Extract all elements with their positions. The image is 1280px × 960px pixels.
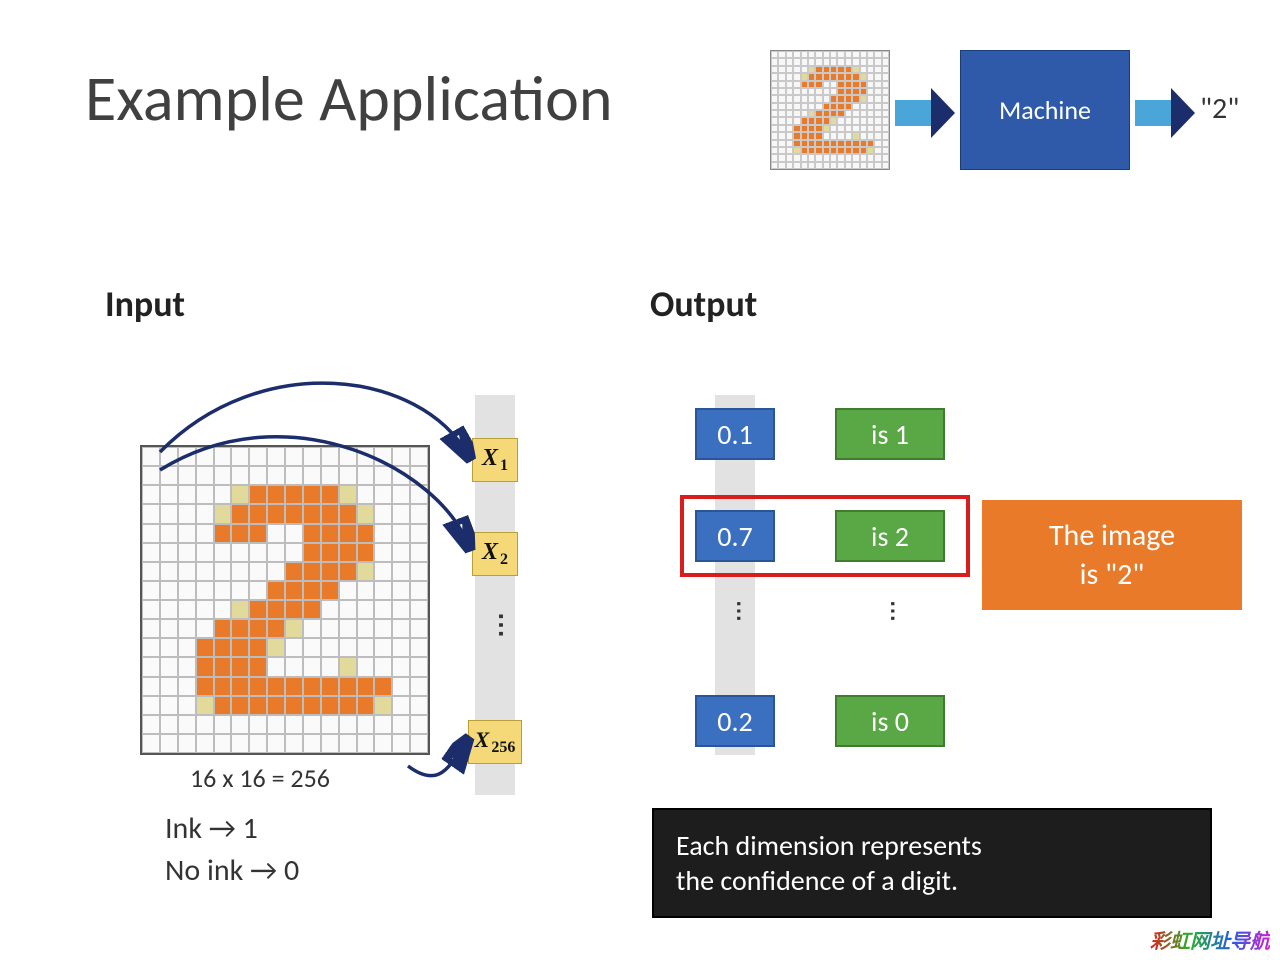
vertical-dots-icon: ⋯ [880, 600, 907, 620]
vertical-dots-icon: ⋯ [726, 600, 753, 620]
legend-ink: Ink → 1 [165, 810, 258, 847]
legend-noink: No ink → 0 [165, 852, 299, 889]
prediction-callout: The imageis "2" [982, 500, 1242, 610]
input-heading: Input [105, 282, 185, 326]
pipeline-output-text: "2" [1200, 90, 1239, 127]
input-arrows [140, 360, 540, 800]
output-footer: Each dimension representsthe confidence … [652, 808, 1212, 918]
output-label-2: is 0 [835, 695, 945, 747]
arrow-right-icon [895, 88, 955, 138]
output-label-0: is 1 [835, 408, 945, 460]
output-value-0: 0.1 [695, 408, 775, 460]
arrow-right-icon [1135, 88, 1195, 138]
highlight-box [680, 495, 970, 577]
grid-caption: 16 x 16 = 256 [190, 762, 330, 794]
output-heading: Output [650, 282, 757, 326]
slide-title: Example Application [85, 60, 613, 138]
header-digit-grid [770, 50, 890, 170]
watermark: 彩虹网址导航 [1150, 925, 1270, 954]
output-value-2: 0.2 [695, 695, 775, 747]
machine-box: Machine [960, 50, 1130, 170]
